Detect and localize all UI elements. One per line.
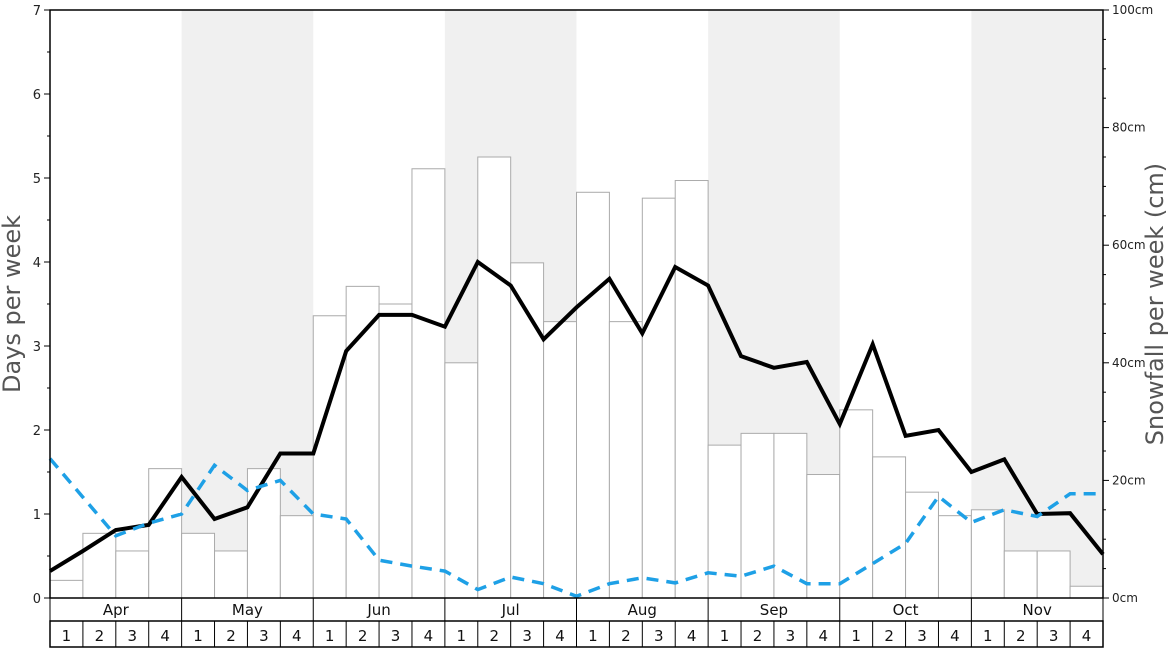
- week-label: 2: [753, 627, 763, 645]
- left-tick-label: 4: [33, 256, 41, 271]
- snowfall-bar: [345, 285, 380, 599]
- right-tick-label: 80cm: [1112, 121, 1146, 135]
- week-label: 4: [555, 627, 565, 645]
- week-label: 2: [884, 627, 894, 645]
- y-axis-label-left: Days per week: [0, 215, 26, 393]
- snowfall-bar: [543, 321, 577, 599]
- left-tick-label: 1: [33, 508, 41, 523]
- right-tick-label: 0cm: [1112, 591, 1138, 605]
- week-label: 1: [457, 627, 467, 645]
- left-tick-label: 0: [33, 592, 41, 607]
- day-lines: [48, 259, 1105, 599]
- snowfall-bar: [312, 315, 347, 599]
- week-label: 2: [226, 627, 236, 645]
- snowfall-bar: [608, 321, 643, 599]
- snowfall-bar: [1069, 585, 1104, 599]
- snowfall-bar: [411, 168, 446, 599]
- snowfall-bar: [872, 456, 907, 599]
- snowfall-bar: [641, 197, 676, 599]
- week-label: 3: [1049, 627, 1059, 645]
- snowfall-bar: [214, 550, 248, 599]
- left-tick-label: 5: [33, 172, 41, 187]
- week-label: 1: [325, 627, 335, 645]
- snowfall-bar: [740, 432, 775, 599]
- week-label: 2: [358, 627, 368, 645]
- right-tick-label: 40cm: [1112, 356, 1146, 370]
- week-label: 4: [687, 627, 697, 645]
- week-label: 3: [917, 627, 927, 645]
- snowfall-bar: [477, 156, 512, 599]
- left-tick-label: 6: [33, 88, 41, 103]
- shade-nov: [971, 10, 1103, 598]
- week-label: 2: [1016, 627, 1026, 645]
- month-label-may: May: [232, 601, 263, 619]
- snowfall-bar: [1036, 550, 1071, 599]
- left-tick-label: 3: [33, 340, 41, 355]
- week-label: 3: [522, 627, 532, 645]
- snowfall-bar: [674, 180, 709, 599]
- week-label: 4: [1082, 627, 1092, 645]
- week-label: 1: [851, 627, 861, 645]
- right-tick-label: 60cm: [1112, 238, 1146, 252]
- snowfall-bar: [115, 550, 150, 599]
- snowfall-bar: [905, 491, 939, 599]
- snowfall-bar: [378, 303, 413, 599]
- week-label: 1: [193, 627, 203, 645]
- snowfall-bar: [937, 515, 972, 599]
- week-label: 3: [259, 627, 269, 645]
- snowfall-bars: [49, 156, 1104, 599]
- week-label: 4: [160, 627, 170, 645]
- left-tick-label: 7: [33, 4, 41, 19]
- week-label: 1: [62, 627, 72, 645]
- right-tick-label: 20cm: [1112, 473, 1146, 487]
- snowfall-bar: [1003, 550, 1038, 599]
- week-label: 2: [95, 627, 105, 645]
- week-label: 2: [489, 627, 499, 645]
- week-label: 3: [786, 627, 796, 645]
- week-label: 4: [292, 627, 302, 645]
- month-label-jun: Jun: [366, 601, 390, 619]
- month-label-jul: Jul: [501, 601, 520, 619]
- left-tick-label: 2: [33, 424, 41, 439]
- snowfall-bar: [510, 262, 545, 599]
- week-label: 3: [391, 627, 401, 645]
- week-label: 3: [654, 627, 664, 645]
- y-axis-label-right: Snowfall per week (cm): [1141, 163, 1168, 445]
- week-label: 4: [424, 627, 434, 645]
- week-label: 3: [127, 627, 137, 645]
- month-label-apr: Apr: [103, 601, 130, 619]
- week-label: 1: [588, 627, 598, 645]
- week-label: 2: [621, 627, 631, 645]
- month-label-nov: Nov: [1023, 601, 1052, 619]
- snowfall-bar: [82, 532, 117, 599]
- axes: 0 1 2 3 4 5 6 7 0cm 20cm 40cm 60cm 80cm 100cm Apr May Ju…: [33, 3, 1153, 648]
- dashed-line: [48, 457, 1103, 599]
- right-tick-label: 100cm: [1112, 3, 1153, 17]
- snowfall-bar: [49, 579, 84, 599]
- snowfall-bar: [181, 532, 216, 599]
- snowfall-bar: [970, 509, 1005, 599]
- snowfall-bar: [246, 468, 281, 599]
- week-label: 4: [819, 627, 829, 645]
- snowfall-bar: [576, 191, 610, 599]
- month-label-oct: Oct: [893, 601, 919, 619]
- snowfall-bar: [806, 474, 841, 599]
- snowfall-bar: [444, 362, 479, 599]
- month-label-aug: Aug: [628, 601, 657, 619]
- snowfall-bar: [279, 515, 314, 599]
- week-label: 1: [983, 627, 993, 645]
- week-label: 4: [950, 627, 960, 645]
- snowfall-bar: [839, 409, 874, 599]
- snowfall-bar: [148, 468, 183, 599]
- month-label-sep: Sep: [760, 601, 788, 619]
- solid-line: [48, 259, 1105, 573]
- week-label: 1: [720, 627, 730, 645]
